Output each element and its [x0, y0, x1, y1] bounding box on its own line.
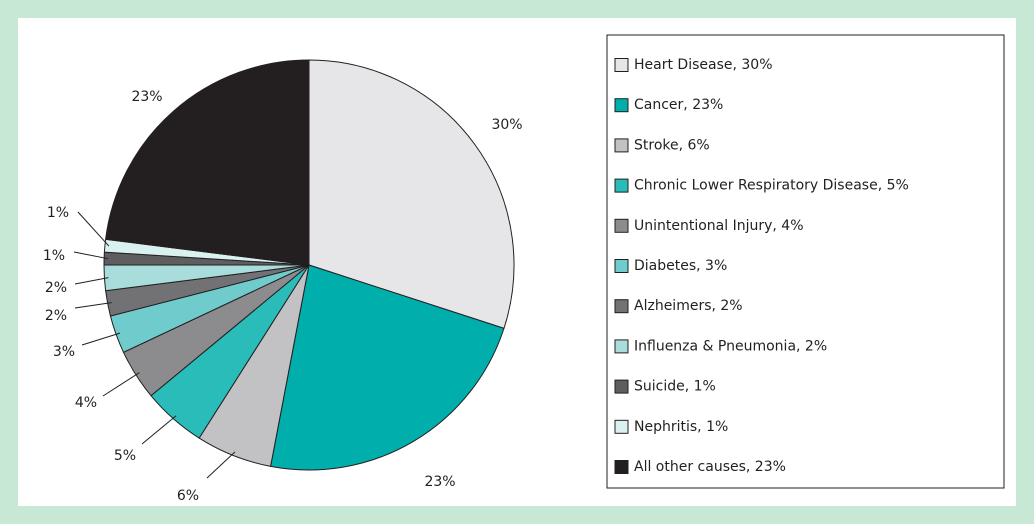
data-label: 6% [177, 488, 199, 504]
leader-line [141, 415, 177, 445]
legend-swatch [614, 58, 629, 72]
data-label: 4% [75, 395, 97, 411]
legend-swatch [614, 419, 629, 434]
legend-label: Influenza & Pneumonia, 2% [634, 338, 827, 354]
data-label: 23% [131, 89, 162, 105]
legend-swatch [614, 259, 629, 273]
data-label: 30% [491, 117, 522, 133]
data-label: 2% [45, 308, 67, 324]
leader-line [73, 251, 109, 260]
legend-box [606, 34, 1005, 489]
data-label: 2% [45, 280, 67, 296]
data-label: 5% [114, 448, 136, 464]
data-label: 1% [43, 248, 65, 264]
legend-swatch [614, 299, 629, 314]
data-label: 23% [424, 474, 455, 490]
leader-line [206, 451, 236, 479]
legend-label: All other causes, 23% [634, 459, 786, 475]
legend-swatch [614, 460, 629, 474]
data-label: 1% [47, 205, 69, 221]
legend-label: Suicide, 1% [634, 379, 716, 395]
legend-label: Heart Disease, 30% [634, 57, 773, 73]
pie-slice [308, 59, 515, 329]
legend-label: Cancer, 23% [634, 97, 723, 113]
leader-line [77, 211, 110, 247]
legend-label: Diabetes, 3% [634, 258, 727, 274]
legend-swatch [614, 98, 629, 113]
leader-line [74, 302, 112, 309]
leader-line [81, 332, 121, 346]
legend-label: Unintentional Injury, 4% [634, 218, 804, 234]
legend-swatch [614, 138, 629, 153]
leader-line [102, 372, 140, 397]
pie-slice [270, 264, 505, 471]
legend-label: Chronic Lower Respiratory Disease, 5% [634, 178, 909, 194]
leader-line [74, 277, 109, 285]
legend-swatch [614, 218, 629, 233]
legend-label: Stroke, 6% [634, 137, 710, 153]
legend-label: Nephritis, 1% [634, 419, 728, 435]
legend-label: Alzheimers, 2% [634, 298, 743, 314]
legend-swatch [614, 178, 629, 193]
pie-slice [105, 59, 310, 266]
legend-swatch [614, 339, 629, 354]
data-label: 3% [53, 344, 75, 360]
legend-swatch [614, 379, 629, 394]
